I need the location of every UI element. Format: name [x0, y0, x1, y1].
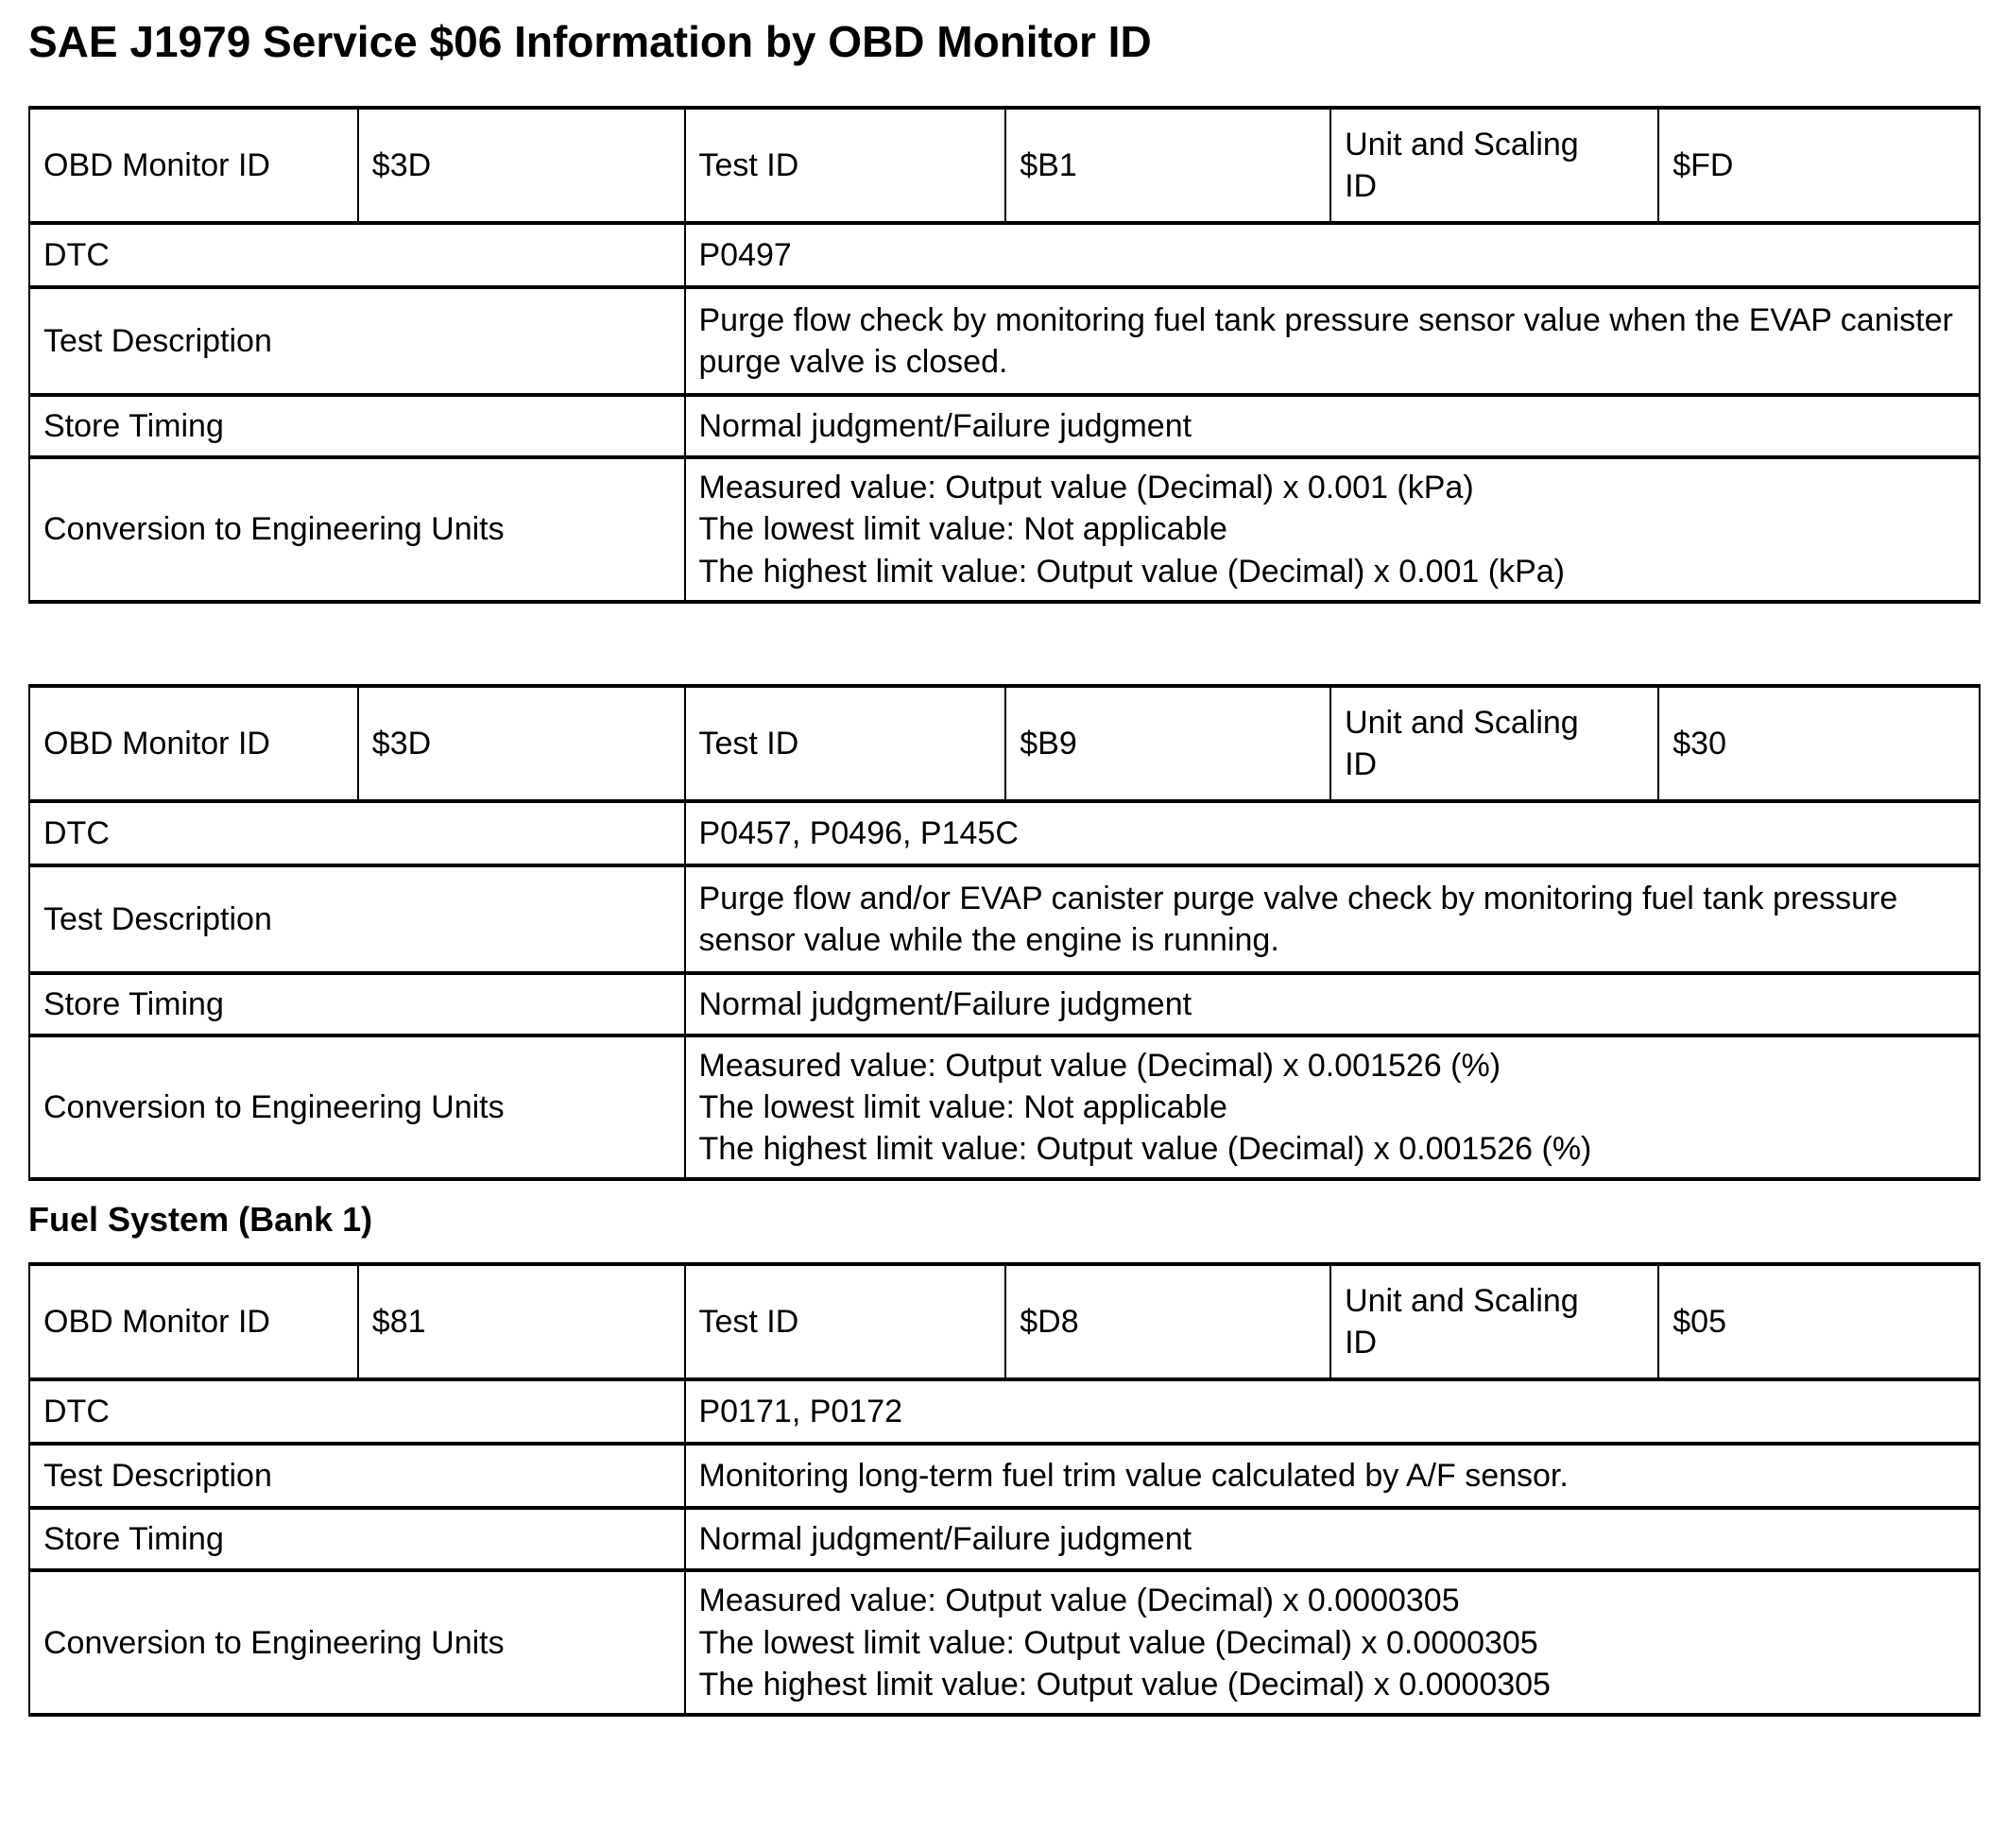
dtc-value: P0497 [683, 221, 1981, 290]
conversion-value: Measured value: Output value (Decimal) x… [683, 1568, 1981, 1717]
dtc-value: P0171, P0172 [683, 1377, 1981, 1446]
conversion-value: Measured value: Output value (Decimal) x… [683, 1033, 1981, 1182]
conversion-line-lowest: The lowest limit value: Not applicable [698, 511, 1227, 548]
store-timing-label: Store Timing [28, 393, 686, 460]
unit-scaling-id-value: $FD [1657, 106, 1981, 226]
test-id-value: $B1 [1004, 106, 1332, 226]
table-row: OBD Monitor ID $3D Test ID $B1 Unit and … [28, 106, 1981, 226]
conversion-line-highest: The highest limit value: Output value (D… [698, 1131, 1592, 1168]
obd-monitor-id-label: OBD Monitor ID [28, 683, 359, 803]
store-timing-value: Normal judgment/Failure judgment [683, 1506, 1981, 1573]
test-description-value: Purge flow and/or EVAP canister purge va… [683, 863, 1981, 975]
test-id-label: Test ID [683, 106, 1007, 226]
table-row: Store Timing Normal judgment/Failure jud… [28, 393, 1981, 460]
table-row: Conversion to Engineering Units Measured… [28, 1568, 1981, 1717]
test-id-value: $B9 [1004, 683, 1332, 803]
dtc-label: DTC [28, 221, 686, 290]
section-heading-fuel-system: Fuel System (Bank 1) [28, 1200, 373, 1240]
conversion-line-highest: The highest limit value: Output value (D… [698, 1666, 1551, 1703]
unit-scaling-id-label: Unit and Scaling ID [1329, 1262, 1660, 1382]
store-timing-value: Normal judgment/Failure judgment [683, 393, 1981, 460]
obd-monitor-table-1: OBD Monitor ID $3D Test ID $B1 Unit and … [28, 106, 1981, 604]
table-row: Test Description Purge flow and/or EVAP … [28, 863, 1981, 975]
table-row: DTC P0497 [28, 221, 1981, 290]
test-description-label: Test Description [28, 1442, 686, 1511]
conversion-line-measured: Measured value: Output value (Decimal) x… [698, 470, 1474, 506]
conversion-line-lowest: The lowest limit value: Not applicable [698, 1089, 1227, 1126]
table-row: Store Timing Normal judgment/Failure jud… [28, 1506, 1981, 1573]
obd-monitor-id-label: OBD Monitor ID [28, 1262, 359, 1382]
obd-monitor-id-value: $81 [356, 1262, 686, 1382]
table-row: Test Description Monitoring long-term fu… [28, 1442, 1981, 1511]
table-row: Store Timing Normal judgment/Failure jud… [28, 970, 1981, 1037]
conversion-label: Conversion to Engineering Units [28, 455, 686, 604]
conversion-line-measured: Measured value: Output value (Decimal) x… [698, 1047, 1501, 1084]
unit-scaling-id-label-text: Unit and Scaling ID [1345, 704, 1579, 782]
conversion-line-lowest: The lowest limit value: Output value (De… [698, 1624, 1538, 1661]
obd-monitor-table-2: OBD Monitor ID $3D Test ID $B9 Unit and … [28, 683, 1981, 1182]
conversion-label: Conversion to Engineering Units [28, 1033, 686, 1182]
unit-scaling-id-value: $30 [1657, 683, 1981, 803]
unit-scaling-id-label: Unit and Scaling ID [1329, 106, 1660, 226]
test-description-label: Test Description [28, 863, 686, 975]
conversion-line-highest: The highest limit value: Output value (D… [698, 553, 1566, 590]
dtc-value: P0457, P0496, P145C [683, 798, 1981, 867]
unit-scaling-id-label: Unit and Scaling ID [1329, 683, 1660, 803]
table-row: Test Description Purge flow check by mon… [28, 285, 1981, 398]
unit-scaling-id-value: $05 [1657, 1262, 1981, 1382]
conversion-value: Measured value: Output value (Decimal) x… [683, 455, 1981, 604]
test-id-value: $D8 [1004, 1262, 1332, 1382]
store-timing-label: Store Timing [28, 970, 686, 1037]
table-row: Conversion to Engineering Units Measured… [28, 455, 1981, 604]
obd-monitor-id-value: $3D [356, 683, 686, 803]
test-description-label: Test Description [28, 285, 686, 398]
test-description-value: Monitoring long-term fuel trim value cal… [683, 1442, 1981, 1511]
dtc-label: DTC [28, 1377, 686, 1446]
store-timing-label: Store Timing [28, 1506, 686, 1573]
obd-monitor-id-label: OBD Monitor ID [28, 106, 359, 226]
page-title: SAE J1979 Service $06 Information by OBD… [28, 17, 1152, 66]
test-id-label: Test ID [683, 1262, 1007, 1382]
unit-scaling-id-label-text: Unit and Scaling ID [1345, 127, 1579, 205]
unit-scaling-id-label-text: Unit and Scaling ID [1345, 1283, 1579, 1361]
conversion-label: Conversion to Engineering Units [28, 1568, 686, 1717]
conversion-line-measured: Measured value: Output value (Decimal) x… [698, 1583, 1460, 1619]
table-row: Conversion to Engineering Units Measured… [28, 1033, 1981, 1182]
store-timing-value: Normal judgment/Failure judgment [683, 970, 1981, 1037]
obd-monitor-id-value: $3D [356, 106, 686, 226]
dtc-label: DTC [28, 798, 686, 867]
obd-monitor-table-3: OBD Monitor ID $81 Test ID $D8 Unit and … [28, 1262, 1981, 1717]
table-row: DTC P0171, P0172 [28, 1377, 1981, 1446]
table-row: OBD Monitor ID $3D Test ID $B9 Unit and … [28, 683, 1981, 803]
test-id-label: Test ID [683, 683, 1007, 803]
table-row: OBD Monitor ID $81 Test ID $D8 Unit and … [28, 1262, 1981, 1382]
test-description-value: Purge flow check by monitoring fuel tank… [683, 285, 1981, 398]
table-row: DTC P0457, P0496, P145C [28, 798, 1981, 867]
